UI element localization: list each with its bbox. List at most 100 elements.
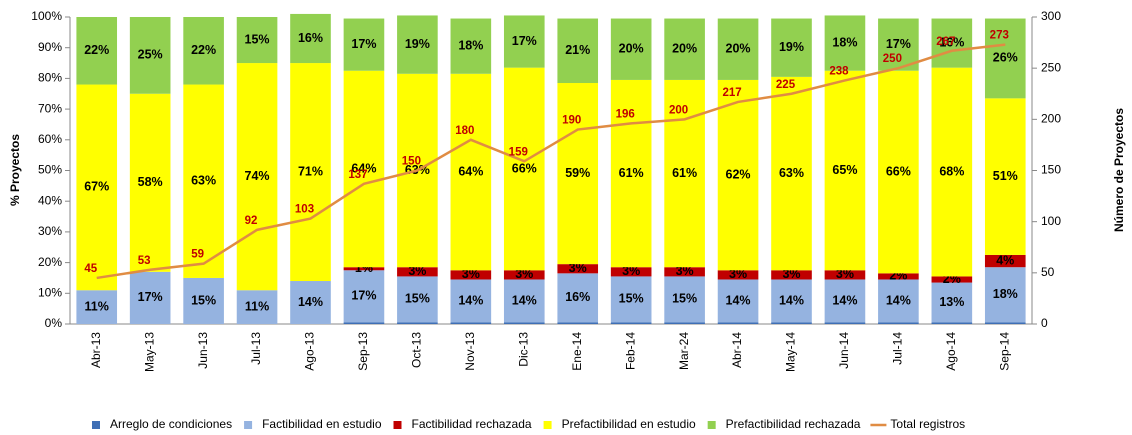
bar-label: 17% <box>351 37 376 51</box>
bar-segment <box>931 276 973 283</box>
x-tick-label: Feb-14 <box>623 332 637 370</box>
y-tick-label: 80% <box>38 71 62 85</box>
bar-segment <box>984 98 1026 255</box>
bar-segment <box>290 281 331 324</box>
bar-segment <box>76 290 118 324</box>
bar-label: 15% <box>191 293 216 307</box>
bar-label: 14% <box>779 293 804 307</box>
x-tick-label: Ago-13 <box>303 332 317 371</box>
bar-label: 20% <box>619 42 644 56</box>
x-tick-label: Jun-14 <box>837 332 851 369</box>
bar-label: 18% <box>832 35 857 49</box>
bar-label: 18% <box>458 38 483 52</box>
bar-segment <box>771 76 812 271</box>
bar-segment <box>984 322 1026 324</box>
bar-segment <box>397 276 438 323</box>
y2-tick-label: 250 <box>1041 60 1061 74</box>
bar-label: 3% <box>836 267 854 281</box>
bar-segment <box>183 17 224 85</box>
bar-segment <box>771 270 812 280</box>
legend-swatch <box>92 421 100 429</box>
legend-swatch <box>393 421 402 429</box>
bar-label: 17% <box>138 290 163 304</box>
bar-label: 14% <box>298 295 323 309</box>
bar-label: 71% <box>298 164 323 178</box>
line-label: 196 <box>616 108 635 120</box>
bar-label: 25% <box>138 48 163 62</box>
bar-label: 3% <box>782 267 800 281</box>
bar-segment <box>450 73 492 271</box>
bar-segment <box>236 290 278 324</box>
y2-tick-label: 300 <box>1041 9 1061 23</box>
bar-label: 20% <box>672 42 697 56</box>
bar-label: 15% <box>672 292 697 306</box>
bar-segment <box>984 254 1026 268</box>
x-tick-label: Ene-14 <box>570 332 584 371</box>
bar-segment <box>664 276 705 323</box>
bar-segment <box>557 264 599 274</box>
legend-label: Factibilidad en estudio <box>262 417 382 431</box>
bar-segment <box>290 13 331 64</box>
bar-segment <box>450 279 492 323</box>
bar-label: 14% <box>512 293 537 307</box>
bar-label: 61% <box>619 166 644 180</box>
y-tick-label: 90% <box>38 40 62 54</box>
bar-label: 26% <box>993 51 1018 65</box>
line-label: 190 <box>562 115 581 127</box>
bar-segment <box>610 18 652 80</box>
bar-segment <box>397 322 438 324</box>
x-tick-label: Sep-13 <box>356 332 370 371</box>
x-tick-label: Dic-13 <box>516 332 530 367</box>
bar-label: 14% <box>832 293 857 307</box>
bar-segment <box>557 322 599 324</box>
line-label: 180 <box>455 125 474 137</box>
line-label: 159 <box>509 146 528 158</box>
x-tick-label: Abr-14 <box>730 332 744 368</box>
bar-label: 63% <box>779 166 804 180</box>
bar-segment <box>129 17 171 94</box>
bar-segment <box>824 15 866 71</box>
line-label: 103 <box>295 204 314 216</box>
bar-label: 16% <box>565 290 590 304</box>
y-tick-label: 20% <box>38 255 62 269</box>
bar-label: 64% <box>351 161 376 175</box>
bar-segment <box>878 70 919 274</box>
bar-label: 16% <box>939 35 964 49</box>
bar-segment <box>717 322 759 324</box>
bar-label: 61% <box>672 166 697 180</box>
bar-label: 17% <box>886 37 911 51</box>
bar-segment <box>397 267 438 277</box>
bar-label: 3% <box>515 267 533 281</box>
legend-swatch <box>707 421 716 429</box>
x-tick-label: Nov-13 <box>463 332 477 371</box>
x-tick-label: Oct-13 <box>410 332 424 368</box>
bar-label: 63% <box>191 174 216 188</box>
bar-segment <box>397 15 438 74</box>
bar-segment <box>878 18 919 71</box>
bar-segment <box>664 322 705 324</box>
bar-segment <box>503 270 545 280</box>
line-label: 59 <box>191 249 204 261</box>
bar-segment <box>343 270 385 323</box>
bar-label: 18% <box>993 287 1018 301</box>
bar-segment <box>183 84 224 278</box>
bar-label: 19% <box>405 37 430 51</box>
bar-label: 22% <box>191 43 216 57</box>
bar-label: 66% <box>512 161 537 175</box>
bar-segment <box>557 273 599 323</box>
bar-label: 3% <box>408 264 426 278</box>
line-label: 200 <box>669 104 688 116</box>
line-label: 92 <box>245 215 258 227</box>
bar-segment <box>557 18 599 84</box>
bar-label: 66% <box>886 164 911 178</box>
bar-segment <box>236 63 278 291</box>
bar-label: 19% <box>779 40 804 54</box>
bar-segment <box>76 84 118 291</box>
bar-segment <box>503 279 545 323</box>
x-tick-label: May-13 <box>142 332 156 372</box>
bar-segment <box>557 83 599 265</box>
bar-segment <box>610 79 652 268</box>
line-label: 225 <box>776 79 796 91</box>
bar-label: 21% <box>565 43 590 57</box>
bar-label: 62% <box>726 167 751 181</box>
